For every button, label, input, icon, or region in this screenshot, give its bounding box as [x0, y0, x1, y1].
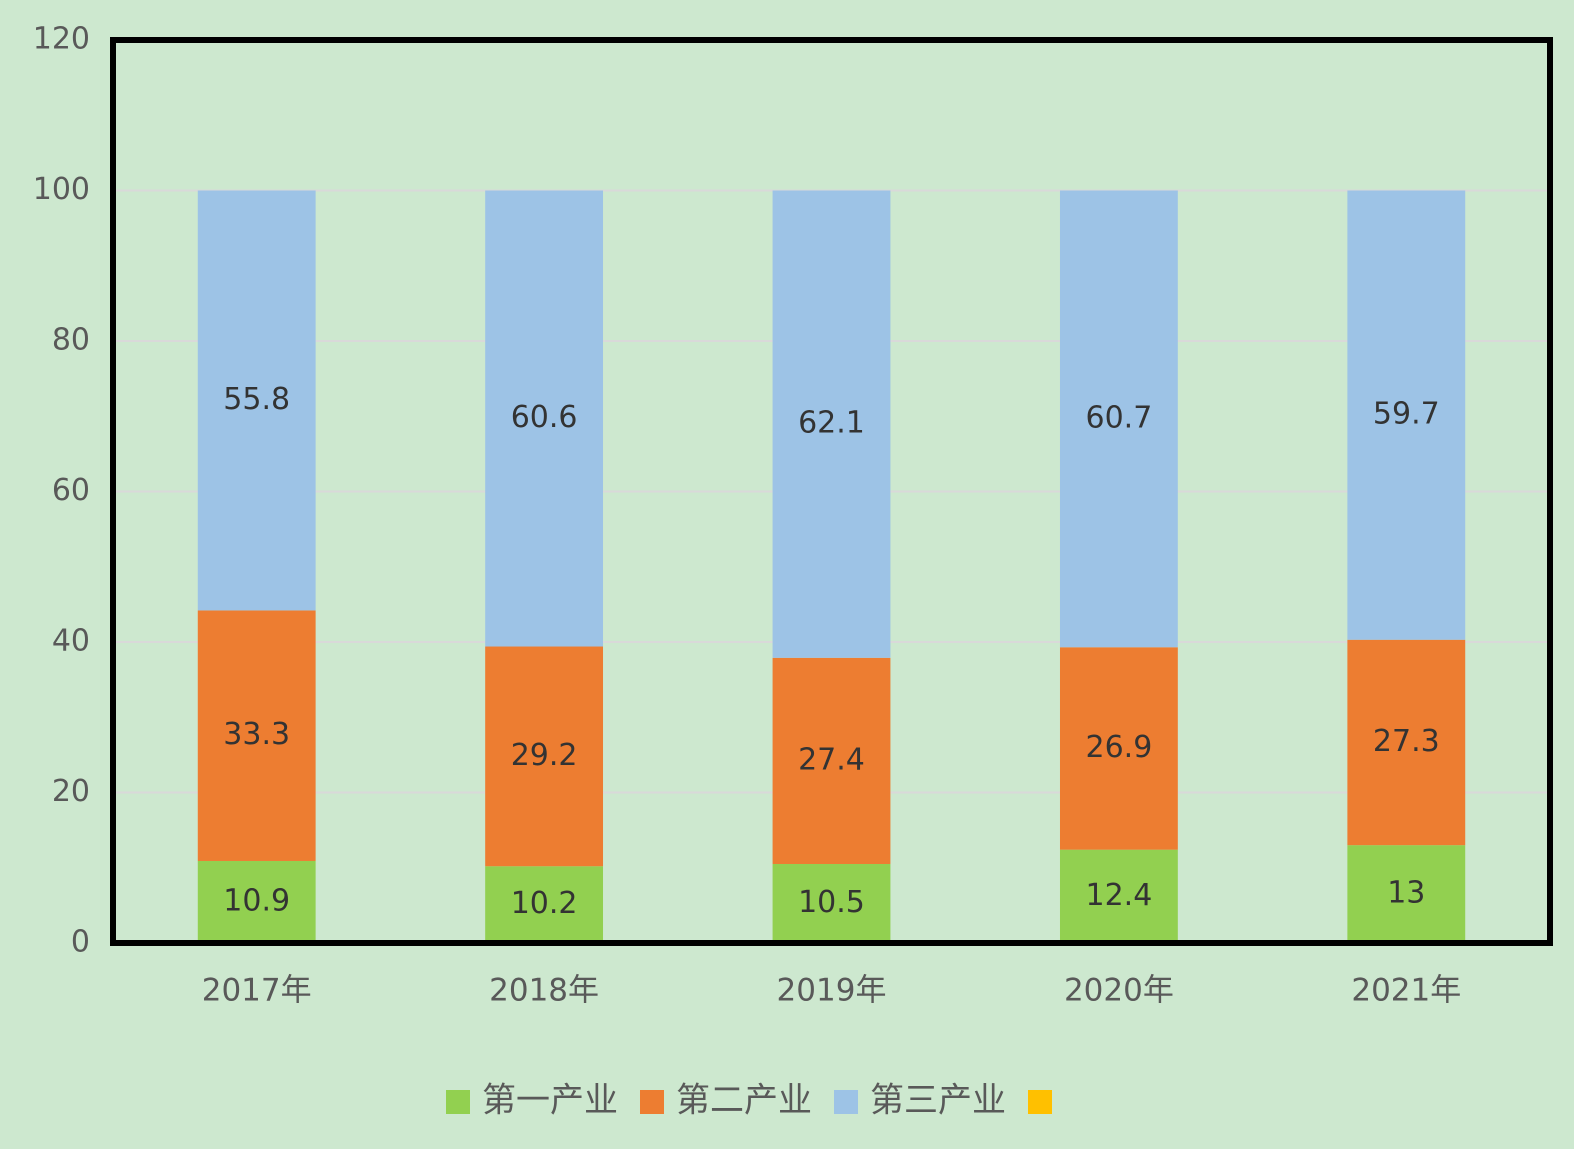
bar-segment — [485, 646, 604, 867]
y-tick-label: 100 — [33, 172, 90, 207]
bar-segment — [1347, 845, 1466, 943]
plot-frame — [110, 37, 1553, 946]
data-label: 59.7 — [1373, 397, 1440, 432]
x-tick-label: 2017年 — [202, 973, 312, 1009]
data-label: 60.7 — [1086, 400, 1153, 435]
y-tick-label: 20 — [52, 774, 90, 809]
data-label: 26.9 — [1086, 730, 1153, 765]
data-label: 60.6 — [511, 400, 578, 435]
bar-segment — [1347, 639, 1466, 846]
data-label: 10.2 — [511, 886, 578, 921]
data-label: 33.3 — [223, 717, 290, 752]
data-label: 13 — [1387, 876, 1425, 911]
x-tick-label: 2021年 — [1351, 973, 1461, 1009]
bar-segment — [1059, 647, 1178, 850]
bar-segment — [772, 657, 891, 864]
data-label: 10.9 — [223, 883, 290, 918]
y-tick-label: 120 — [33, 22, 90, 57]
data-label: 10.5 — [798, 885, 865, 920]
bar-segment — [197, 190, 316, 611]
bar-segment — [197, 860, 316, 943]
legend-swatch — [834, 1090, 858, 1114]
legend-label: 第一产业 — [482, 1081, 618, 1121]
x-tick-label: 2018年 — [489, 973, 599, 1009]
y-tick-label: 60 — [52, 473, 90, 508]
y-tick-label: 40 — [52, 624, 90, 659]
legend-label: 第二产业 — [676, 1081, 812, 1121]
legend-swatch — [640, 1090, 664, 1114]
y-tick-label: 80 — [52, 323, 90, 358]
data-label: 29.2 — [511, 738, 578, 773]
data-label: 55.8 — [223, 382, 290, 417]
data-label: 12.4 — [1086, 878, 1153, 913]
bar-segment — [772, 190, 891, 658]
bar-segment — [485, 190, 604, 647]
bar-segment — [485, 866, 604, 943]
bar-segment — [1059, 190, 1178, 648]
data-label: 27.3 — [1373, 724, 1440, 759]
x-tick-label: 2020年 — [1064, 973, 1174, 1009]
y-tick-label: 0 — [71, 925, 90, 960]
bar-segment — [197, 610, 316, 861]
bar-segment — [772, 863, 891, 943]
legend-swatch — [446, 1090, 470, 1114]
legend-label: 第三产业 — [870, 1081, 1006, 1121]
bar-segment — [1059, 849, 1178, 943]
bar-segment — [1347, 190, 1466, 640]
x-tick-label: 2019年 — [777, 973, 887, 1009]
data-label: 62.1 — [798, 406, 865, 441]
legend-swatch — [1028, 1090, 1052, 1114]
data-label: 27.4 — [798, 742, 865, 777]
